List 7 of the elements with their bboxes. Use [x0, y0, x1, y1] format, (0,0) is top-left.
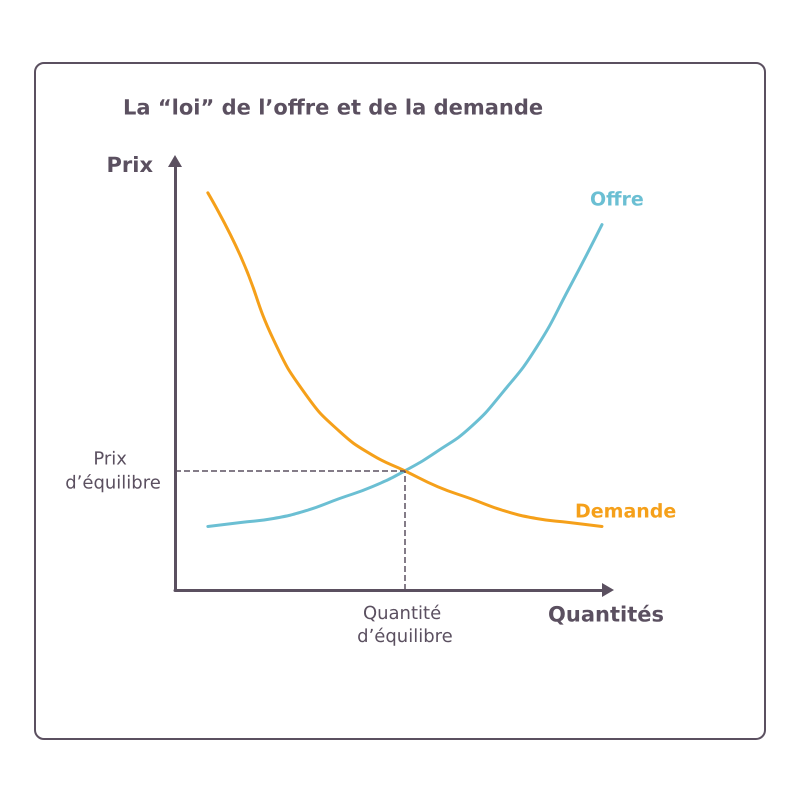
text: Quantité d’équilibre [357, 603, 453, 647]
series-label: Offre [590, 188, 644, 211]
ref-line-label: Prix d’équilibre [65, 448, 161, 494]
y-axis-title: Prix [106, 153, 154, 177]
chart-title: La “loi” de l’offre et de la demande [123, 96, 544, 120]
x-axis-title: Quantités [548, 602, 664, 626]
series-label: Demande [575, 500, 676, 522]
